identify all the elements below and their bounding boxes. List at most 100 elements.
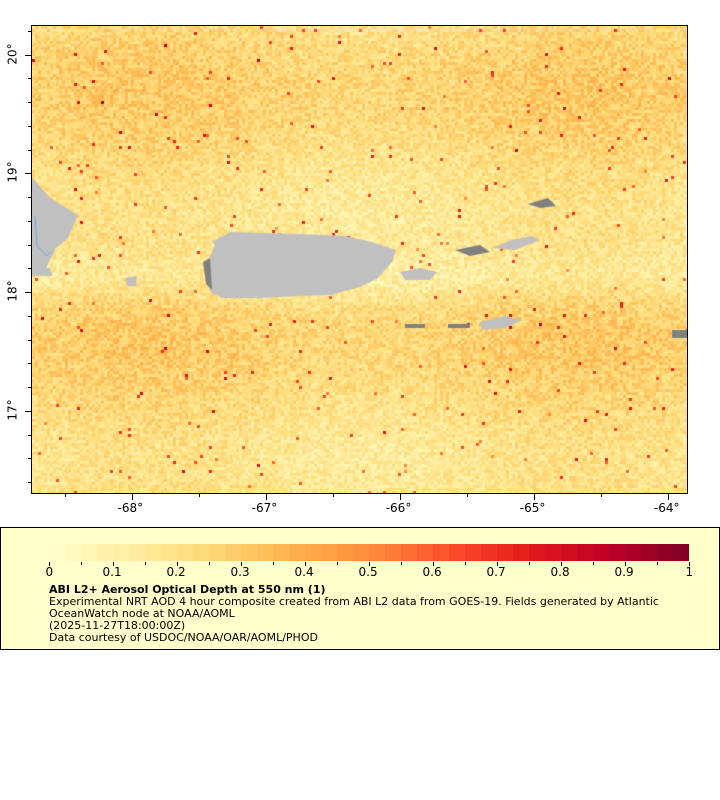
y-minor-tick (28, 197, 31, 199)
legend-line3: (2025-11-27T18:00:00Z) (49, 619, 186, 632)
colorbar-tick (433, 562, 434, 566)
colorbar-segment (97, 544, 113, 561)
colorbar-segment (577, 544, 593, 561)
colorbar-label: 0.2 (166, 565, 186, 579)
colorbar-label: 0.6 (422, 565, 442, 579)
colorbar-segment (417, 544, 433, 561)
y-tick (25, 54, 31, 56)
colorbar-segment (337, 544, 353, 561)
colorbar-segment (513, 544, 529, 561)
y-minor-tick (28, 339, 31, 341)
colorbar-segment (209, 544, 225, 561)
colorbar-tick (305, 562, 306, 566)
colorbar-tick (561, 562, 562, 566)
y-minor-tick (28, 268, 31, 270)
y-minor-tick (28, 315, 31, 317)
y-tick-label: 19° (5, 161, 20, 184)
colorbar-label: 0.7 (486, 565, 506, 579)
x-tick-label: -68° (117, 501, 144, 515)
colorbar-tick (369, 562, 370, 566)
colorbar-segment (529, 544, 545, 561)
colorbar-label: 0.5 (358, 565, 378, 579)
colorbar-segment (465, 544, 481, 561)
colorbar-segment (49, 544, 65, 561)
colorbar (49, 544, 689, 561)
colorbar-segment (593, 544, 609, 561)
colorbar-tick (177, 562, 178, 566)
legend-title: ABI L2+ Aerosol Optical Depth at 550 nm … (49, 583, 326, 596)
y-minor-tick (28, 434, 31, 436)
colorbar-segment (161, 544, 177, 561)
y-tick-label: 18° (5, 280, 20, 302)
x-minor-tick (198, 494, 200, 497)
colorbar-segment (625, 544, 641, 561)
colorbar-tick (401, 562, 402, 565)
colorbar-segment (305, 544, 321, 561)
colorbar-label: 0 (45, 565, 54, 579)
y-minor-tick (28, 482, 31, 484)
colorbar-segment (385, 544, 401, 561)
x-minor-tick (332, 494, 334, 497)
colorbar-segment (497, 544, 513, 561)
y-tick (25, 292, 31, 294)
y-tick-label: 20° (5, 43, 20, 65)
colorbar-segment (65, 544, 81, 561)
colorbar-segment (113, 544, 129, 561)
y-minor-tick (28, 125, 31, 127)
colorbar-tick (49, 562, 50, 566)
y-minor-tick (28, 363, 31, 365)
colorbar-segment (449, 544, 465, 561)
colorbar-segment (369, 544, 385, 561)
colorbar-tick (113, 562, 114, 566)
x-tick-label: -64° (653, 501, 680, 515)
colorbar-segment (241, 544, 257, 561)
x-tick (265, 494, 267, 500)
colorbar-tick (81, 562, 82, 565)
colorbar-tick (145, 562, 146, 565)
y-tick-label: 17° (5, 399, 20, 421)
colorbar-segment (673, 544, 689, 561)
colorbar-segment (225, 544, 241, 561)
colorbar-tick (209, 562, 210, 565)
colorbar-segment (545, 544, 561, 561)
y-minor-tick (28, 78, 31, 80)
aod-map (31, 25, 688, 494)
colorbar-tick (465, 562, 466, 565)
y-minor-tick (28, 244, 31, 246)
colorbar-tick (689, 562, 690, 566)
colorbar-segment (81, 544, 97, 561)
colorbar-segment (321, 544, 337, 561)
colorbar-label: 0.8 (550, 565, 570, 579)
x-tick (131, 494, 133, 500)
colorbar-tick (593, 562, 594, 565)
colorbar-segment (177, 544, 193, 561)
colorbar-segment (433, 544, 449, 561)
x-minor-tick (600, 494, 602, 497)
colorbar-segment (289, 544, 305, 561)
colorbar-segment (401, 544, 417, 561)
colorbar-segment (273, 544, 289, 561)
colorbar-tick (337, 562, 338, 565)
colorbar-label: 0.9 (614, 565, 634, 579)
colorbar-segment (481, 544, 497, 561)
colorbar-segment (641, 544, 657, 561)
colorbar-segment (561, 544, 577, 561)
x-minor-tick (466, 494, 468, 497)
y-minor-tick (28, 458, 31, 460)
colorbar-tick (625, 562, 626, 566)
colorbar-tick (529, 562, 530, 565)
y-minor-tick (28, 102, 31, 104)
colorbar-tick (273, 562, 274, 565)
legend-panel: 0 0.1 0.2 0.3 0.4 0.5 0.6 0.7 0.8 0.9 1 ABI L2+ Ae… (0, 527, 720, 650)
y-minor-tick (28, 30, 31, 32)
colorbar-tick (497, 562, 498, 566)
legend-line1: Experimental NRT AOD 4 hour composite cr… (49, 595, 659, 608)
y-tick (25, 410, 31, 412)
colorbar-tick (241, 562, 242, 566)
colorbar-segment (145, 544, 161, 561)
x-minor-tick (64, 494, 66, 497)
legend-line4: Data courtesy of USDOC/NOAA/OAR/AOML/PHO… (49, 631, 318, 644)
x-tick-label: -67° (251, 501, 278, 515)
x-tick (533, 494, 535, 500)
y-minor-tick (28, 149, 31, 151)
